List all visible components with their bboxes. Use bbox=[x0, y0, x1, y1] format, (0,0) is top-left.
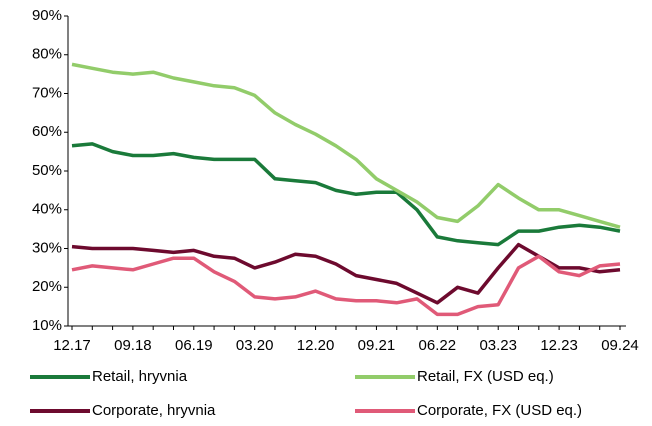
y-tick-label: 10% bbox=[32, 317, 62, 334]
x-tick-label: 12.20 bbox=[297, 337, 335, 354]
y-tick-label: 50% bbox=[32, 162, 62, 179]
legend-label: Retail, FX (USD eq.) bbox=[417, 368, 554, 385]
legend-label: Corporate, hryvnia bbox=[92, 402, 216, 419]
y-tick-label: 20% bbox=[32, 278, 62, 295]
y-tick-label: 30% bbox=[32, 239, 62, 256]
x-tick-label: 06.19 bbox=[175, 337, 213, 354]
y-tick-label: 90% bbox=[32, 7, 62, 24]
series-line bbox=[71, 242, 621, 305]
x-tick-label: 06.22 bbox=[419, 337, 457, 354]
legend-label: Corporate, FX (USD eq.) bbox=[417, 402, 582, 419]
x-tick-label: 12.17 bbox=[53, 337, 91, 354]
y-tick-label: 40% bbox=[32, 201, 62, 218]
x-tick-label: 09.18 bbox=[114, 337, 152, 354]
y-tick-label: 80% bbox=[32, 46, 62, 63]
x-tick-label: 12.23 bbox=[540, 337, 578, 354]
x-tick-label: 09.21 bbox=[358, 337, 396, 354]
y-tick-label: 70% bbox=[32, 84, 62, 101]
series-line bbox=[71, 254, 621, 317]
x-tick-label: 09.24 bbox=[601, 337, 639, 354]
series-line bbox=[71, 142, 621, 247]
series-line bbox=[71, 62, 621, 229]
x-tick-label: 03.23 bbox=[479, 337, 517, 354]
legend-label: Retail, hryvnia bbox=[92, 368, 188, 385]
y-tick-label: 60% bbox=[32, 123, 62, 140]
x-tick-label: 03.20 bbox=[236, 337, 274, 354]
